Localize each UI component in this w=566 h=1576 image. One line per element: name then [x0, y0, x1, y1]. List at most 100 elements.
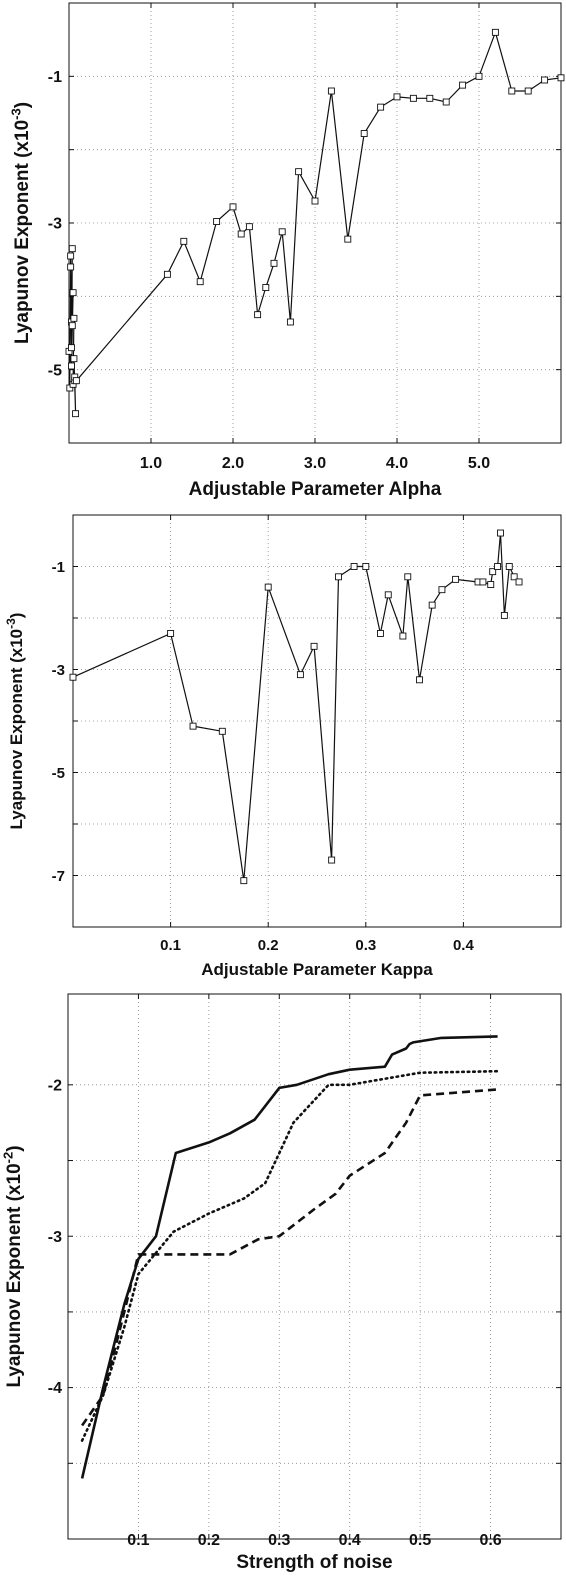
x-tick-label: 0.2 — [198, 1532, 220, 1549]
data-point — [69, 673, 77, 681]
chart-panel-2: 0.1 0.2 0.3 0.4 -1 -3 -5 -7 Adjustable Parameter… — [4, 514, 562, 979]
x-tick-label: 0.4 — [339, 1532, 361, 1549]
data-point — [180, 237, 188, 245]
series-line-2 — [80, 1069, 499, 1442]
data-point — [240, 877, 248, 885]
series-line-1 — [68, 31, 562, 415]
data-point — [237, 230, 245, 238]
data-point — [72, 377, 80, 385]
y-tick-label: -5 — [48, 362, 62, 379]
data-point — [327, 87, 335, 95]
x-axis-title: Adjustable Parameter Alpha — [189, 479, 442, 500]
data-point — [494, 563, 502, 570]
data-point — [196, 278, 204, 286]
data-point — [67, 252, 75, 260]
y-tick-label: -7 — [52, 868, 65, 885]
data-point — [428, 601, 436, 609]
data-point — [404, 573, 412, 581]
data-point — [475, 72, 483, 80]
y-axis-title: Lyapunov Exponent (x10-3) — [8, 102, 33, 344]
chart-panel-3: 0.1 0.2 0.3 0.4 0.5 0.6 -2 -3 -4 Strength of nois… — [0, 993, 562, 1573]
data-point — [68, 362, 75, 370]
y-tick-label: -3 — [48, 1229, 62, 1246]
x-axis-title: Strength of noise — [236, 1552, 392, 1573]
x-tick-label: 2.0 — [222, 455, 244, 472]
x-tick-label: 3.0 — [304, 455, 326, 472]
data-point — [497, 529, 504, 537]
data-point — [229, 203, 237, 211]
x-tick-label: 0.4 — [453, 937, 475, 954]
data-point — [68, 344, 75, 352]
data-point — [489, 568, 497, 576]
data-point — [459, 81, 467, 89]
x-tick-label: 0.3 — [268, 1532, 290, 1549]
y-axis-title: Lyapunov Exponent (x10-2) — [0, 1145, 25, 1387]
y-tick-label: -2 — [48, 1077, 62, 1094]
y-tick-label: -3 — [48, 216, 62, 233]
y-tick-label: -1 — [48, 69, 62, 86]
data-point — [350, 563, 358, 570]
data-point — [416, 676, 423, 684]
data-point — [264, 583, 272, 591]
data-point — [68, 322, 76, 330]
data-point — [245, 223, 253, 231]
data-point — [487, 581, 495, 588]
x-tick-label: 0.1 — [160, 937, 181, 954]
data-point — [295, 168, 303, 176]
y-axis-title: Lyapunov Exponent (x10-3) — [4, 613, 26, 830]
x-tick-label: 4.0 — [386, 455, 408, 472]
data-point — [393, 93, 401, 101]
data-point — [189, 722, 197, 730]
data-point — [69, 289, 77, 297]
x-tick-label: 0.5 — [409, 1532, 431, 1549]
data-point — [213, 218, 221, 225]
data-point — [384, 591, 392, 599]
data-point — [360, 130, 368, 137]
data-point — [377, 103, 385, 111]
data-point — [515, 578, 523, 586]
data-point — [311, 197, 319, 205]
data-point — [72, 410, 80, 418]
x-tick-label: 0.3 — [355, 937, 376, 954]
data-point — [70, 314, 78, 322]
y-tick-label: -3 — [52, 662, 65, 679]
data-point — [442, 98, 450, 106]
data-point — [286, 318, 294, 326]
data-point — [524, 87, 532, 95]
data-point — [270, 259, 278, 267]
data-point — [362, 563, 370, 570]
data-point — [541, 76, 549, 84]
y-tick-label: -5 — [52, 765, 65, 782]
data-point — [328, 856, 336, 864]
series-line-3 — [81, 1088, 498, 1427]
data-point — [426, 94, 434, 102]
data-point — [218, 727, 226, 735]
data-point — [500, 611, 508, 619]
data-point — [510, 573, 518, 581]
x-axis-title: Adjustable Parameter Kappa — [201, 960, 433, 979]
chart-panel-1: 1.0 2.0 3.0 4.0 5.0 -1 -3 -5 Adjustable Paramete… — [8, 2, 565, 500]
data-point — [310, 642, 318, 650]
data-point — [262, 284, 270, 291]
data-point — [254, 311, 262, 319]
data-point — [491, 28, 499, 36]
series-line-1 — [72, 532, 520, 882]
x-tick-label: 5.0 — [468, 455, 490, 472]
data-point — [68, 245, 76, 253]
data-point — [376, 630, 384, 637]
data-point — [409, 94, 417, 102]
data-point — [438, 586, 446, 594]
data-point — [508, 87, 516, 95]
data-point — [167, 630, 175, 637]
series-line-1 — [80, 1035, 498, 1479]
data-point — [278, 228, 286, 236]
y-tick-label: -4 — [48, 1380, 62, 1397]
x-tick-label: 1.0 — [140, 455, 162, 472]
data-point — [479, 578, 487, 586]
data-point — [296, 671, 304, 679]
data-point — [399, 632, 407, 640]
data-point — [452, 575, 460, 583]
data-point — [335, 573, 342, 581]
x-tick-label: 0.1 — [127, 1532, 149, 1549]
